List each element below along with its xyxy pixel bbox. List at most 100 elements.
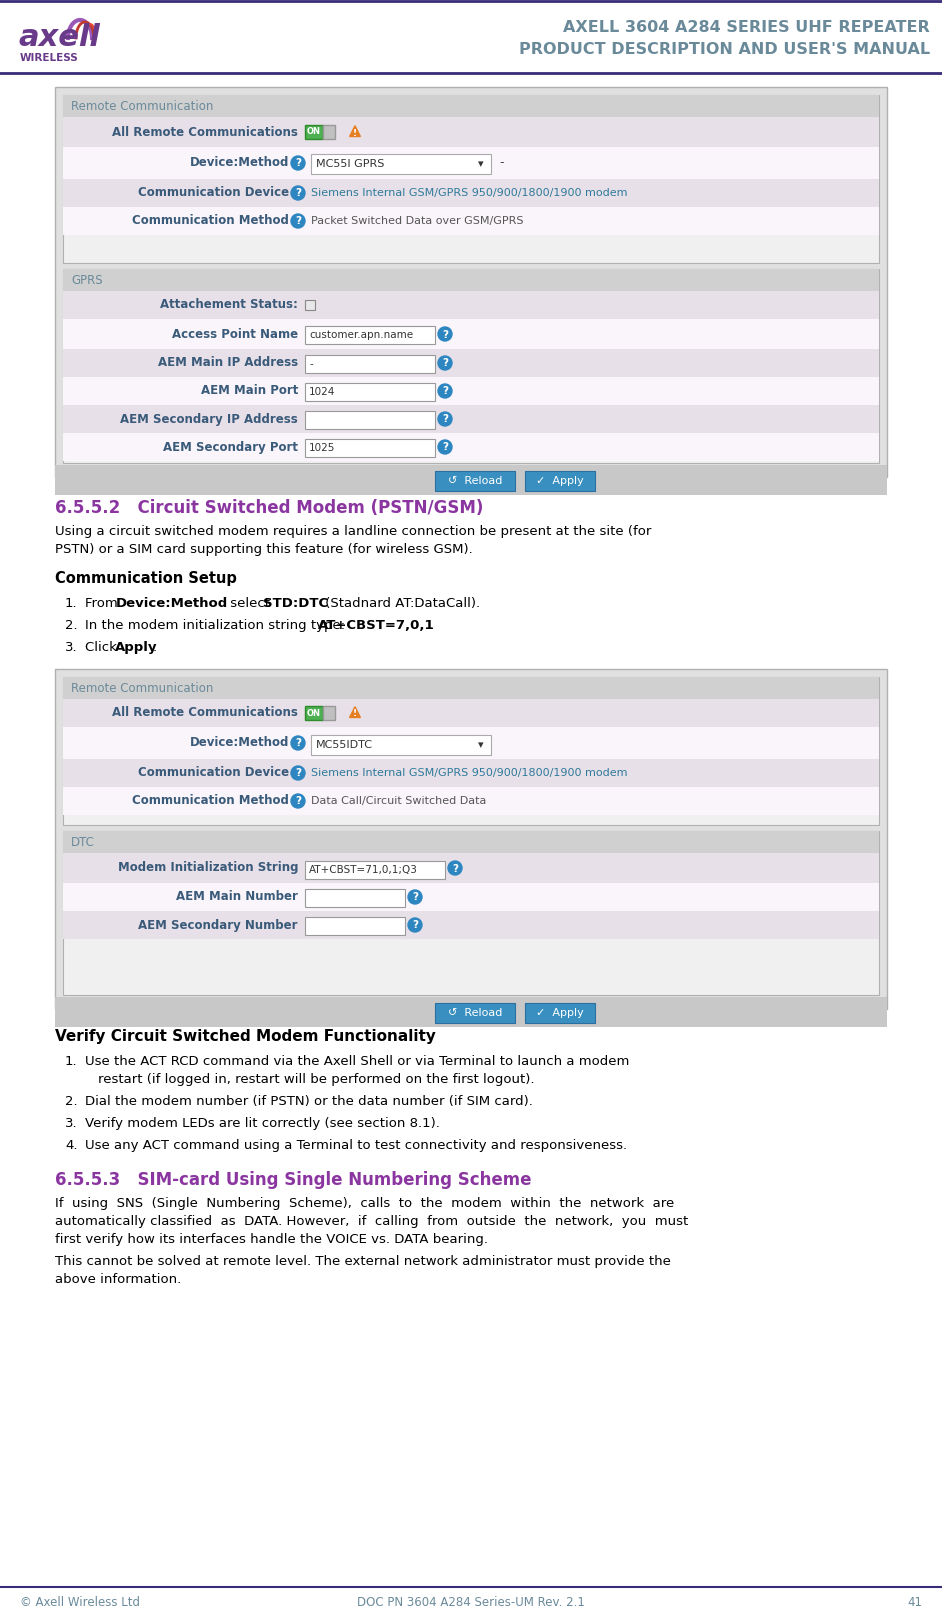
Text: .: . — [430, 620, 434, 633]
Circle shape — [438, 357, 452, 370]
Text: 2.: 2. — [65, 620, 77, 633]
Circle shape — [438, 384, 452, 399]
Text: customer.apn.name: customer.apn.name — [309, 329, 414, 341]
Text: Communication Device: Communication Device — [138, 767, 289, 780]
Text: AEM Main Port: AEM Main Port — [201, 384, 298, 397]
Text: 2.: 2. — [65, 1094, 77, 1107]
Bar — [323, 705, 335, 720]
Circle shape — [291, 767, 305, 780]
Text: 6.5.5.3   SIM-card Using Single Numbering Scheme: 6.5.5.3 SIM-card Using Single Numbering … — [55, 1172, 531, 1190]
Bar — [305, 124, 323, 139]
Text: automatically classified  as  DATA. However,  if  calling  from  outside  the  n: automatically classified as DATA. Howeve… — [55, 1215, 689, 1228]
Text: 1025: 1025 — [309, 442, 335, 454]
Circle shape — [291, 794, 305, 809]
Text: 6.5.5.2   Circuit Switched Modem (PSTN/GSM): 6.5.5.2 Circuit Switched Modem (PSTN/GSM… — [55, 499, 483, 516]
Bar — [55, 465, 887, 495]
Bar — [63, 676, 879, 825]
Bar — [63, 270, 879, 291]
Text: Data Call/Circuit Switched Data: Data Call/Circuit Switched Data — [311, 796, 486, 805]
Text: ✓  Apply: ✓ Apply — [536, 476, 584, 486]
Text: AEM Secondary Port: AEM Secondary Port — [163, 441, 298, 454]
Text: ↺  Reload: ↺ Reload — [447, 476, 502, 486]
Text: -: - — [309, 358, 313, 370]
Bar — [63, 831, 879, 994]
Bar — [55, 997, 887, 1027]
Polygon shape — [349, 126, 361, 137]
Text: ?: ? — [442, 386, 448, 397]
Text: In the modem initialization string type:: In the modem initialization string type: — [85, 620, 349, 633]
Bar — [305, 860, 445, 880]
Text: ?: ? — [442, 358, 448, 368]
Bar — [63, 910, 879, 939]
Text: 3.: 3. — [65, 641, 77, 654]
Text: Packet Switched Data over GSM/GPRS: Packet Switched Data over GSM/GPRS — [311, 216, 524, 226]
Text: first verify how its interfaces handle the VOICE vs. DATA bearing.: first verify how its interfaces handle t… — [55, 1233, 488, 1246]
Text: AEM Secondary Number: AEM Secondary Number — [138, 918, 298, 931]
Text: © Axell Wireless Ltd: © Axell Wireless Ltd — [20, 1596, 140, 1609]
Text: From: From — [85, 597, 122, 610]
Text: This cannot be solved at remote level. The external network administrator must p: This cannot be solved at remote level. T… — [55, 1256, 671, 1269]
Bar — [305, 412, 435, 429]
Circle shape — [291, 215, 305, 228]
Text: Communication Method: Communication Method — [132, 215, 289, 228]
Text: ?: ? — [442, 442, 448, 452]
Bar — [63, 405, 879, 433]
Circle shape — [438, 328, 452, 341]
Bar — [305, 705, 323, 720]
Text: If  using  SNS  (Single  Numbering  Scheme),  calls  to  the  modem  within  the: If using SNS (Single Numbering Scheme), … — [55, 1198, 674, 1210]
Text: ↺  Reload: ↺ Reload — [447, 1009, 502, 1018]
Text: Access Point Name: Access Point Name — [171, 328, 298, 341]
Text: 41: 41 — [907, 1596, 922, 1609]
Text: All Remote Communications: All Remote Communications — [112, 126, 298, 139]
Bar — [63, 433, 879, 462]
Bar — [63, 270, 879, 463]
Text: All Remote Communications: All Remote Communications — [112, 707, 298, 720]
Text: -: - — [499, 157, 504, 169]
Text: ?: ? — [295, 158, 301, 168]
Text: PRODUCT DESCRIPTION AND USER'S MANUAL: PRODUCT DESCRIPTION AND USER'S MANUAL — [519, 42, 930, 58]
Bar — [63, 291, 879, 320]
Text: Communication Device: Communication Device — [138, 187, 289, 200]
Bar — [525, 1002, 595, 1023]
Text: !: ! — [353, 710, 357, 718]
Text: STD:DTC: STD:DTC — [263, 597, 328, 610]
Text: AEM Main Number: AEM Main Number — [176, 891, 298, 904]
Bar — [55, 668, 887, 1009]
Circle shape — [291, 186, 305, 200]
Circle shape — [438, 441, 452, 454]
Text: 3.: 3. — [65, 1117, 77, 1130]
Text: (Stadnard AT:DataCall).: (Stadnard AT:DataCall). — [321, 597, 480, 610]
Circle shape — [291, 736, 305, 751]
Text: ✓  Apply: ✓ Apply — [536, 1009, 584, 1018]
Bar — [305, 355, 435, 373]
Bar — [63, 207, 879, 236]
Circle shape — [291, 157, 305, 169]
Bar — [63, 95, 879, 263]
Text: Device:Method: Device:Method — [116, 597, 228, 610]
Bar — [63, 95, 879, 116]
Text: !: ! — [353, 129, 357, 137]
Bar — [305, 383, 435, 400]
Text: GPRS: GPRS — [71, 273, 103, 287]
Text: ▾: ▾ — [479, 160, 484, 169]
Text: ?: ? — [295, 216, 301, 226]
Text: Dial the modem number (if PSTN) or the data number (if SIM card).: Dial the modem number (if PSTN) or the d… — [85, 1094, 533, 1107]
Text: Siemens Internal GSM/GPRS 950/900/1800/1900 modem: Siemens Internal GSM/GPRS 950/900/1800/1… — [311, 768, 627, 778]
Bar — [63, 699, 879, 726]
Text: ?: ? — [412, 920, 418, 931]
Bar — [305, 889, 405, 907]
Text: MC55IDTC: MC55IDTC — [316, 739, 373, 751]
Text: .: . — [153, 641, 157, 654]
Text: above information.: above information. — [55, 1273, 181, 1286]
Bar — [63, 116, 879, 147]
Bar — [525, 471, 595, 491]
Text: AEM Main IP Address: AEM Main IP Address — [158, 357, 298, 370]
Bar — [63, 676, 879, 699]
Text: 1.: 1. — [65, 1056, 77, 1068]
Bar — [63, 349, 879, 378]
Bar — [63, 788, 879, 815]
Text: ?: ? — [295, 796, 301, 807]
Bar — [0, 0, 942, 74]
Text: AXELL 3604 A284 SERIES UHF REPEATER: AXELL 3604 A284 SERIES UHF REPEATER — [563, 21, 930, 36]
Text: 4.: 4. — [65, 1139, 77, 1152]
